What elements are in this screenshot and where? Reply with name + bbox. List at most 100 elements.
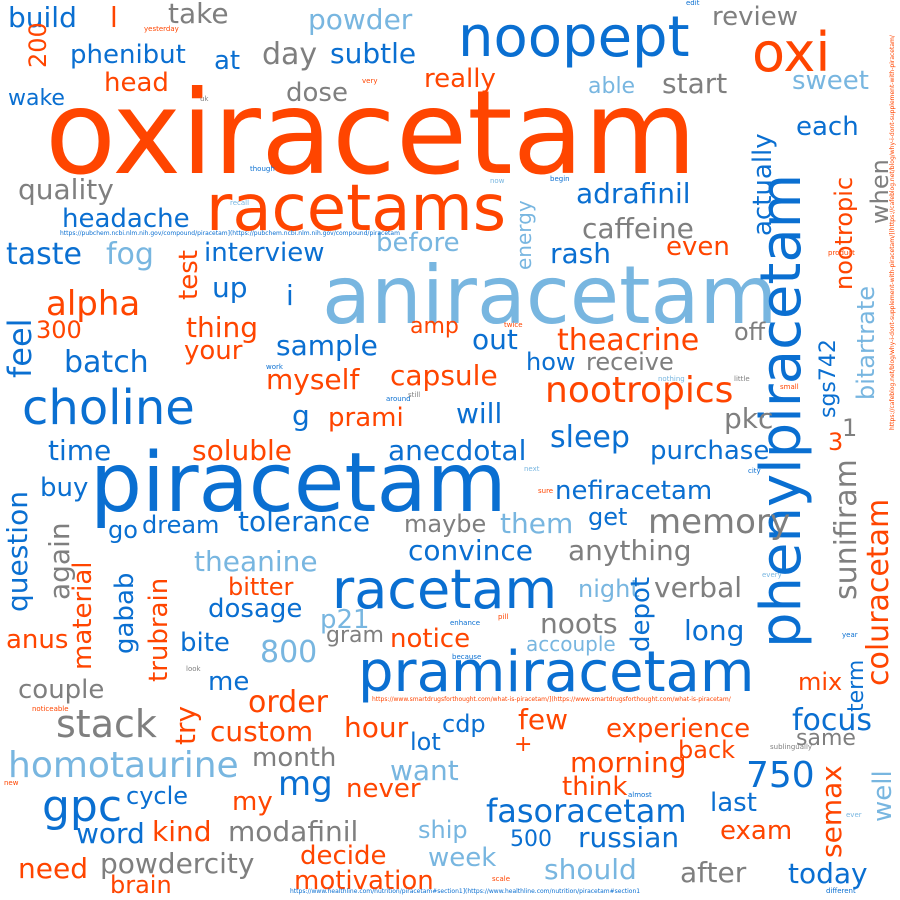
word-headache: headache: [62, 204, 190, 234]
word-powder: powder: [308, 3, 413, 36]
word-off: off: [734, 318, 766, 346]
word-kind: kind: [152, 815, 212, 848]
word-3: 3: [828, 428, 844, 456]
word-yesterday: yesterday: [144, 25, 179, 33]
word-l: l: [110, 1, 118, 34]
word-subtle: subtle: [330, 37, 417, 70]
word-gabab: gabab: [110, 572, 140, 654]
word-taste: taste: [6, 237, 82, 272]
word-noopept: noopept: [458, 5, 690, 70]
word-modafinil: modafinil: [228, 815, 359, 848]
word-at: at: [214, 46, 241, 76]
word-mg: mg: [278, 764, 333, 804]
word-noots: noots: [540, 607, 618, 640]
word-small: small: [780, 383, 799, 391]
word-enhance: enhance: [450, 619, 481, 627]
word-coluracetam: coluracetam: [861, 498, 896, 686]
word-bite: bite: [180, 628, 230, 658]
word-convince: convince: [408, 534, 533, 567]
word-dosage: dosage: [208, 594, 303, 624]
word-nootropic: nootropic: [830, 176, 858, 290]
word-noticeable: noticeable: [32, 705, 69, 713]
word-stack: stack: [56, 702, 157, 746]
word-review: review: [712, 2, 798, 32]
url-cafeblog: https://cafeblog.net/blog/why-i-dont-sup…: [889, 35, 896, 430]
url-healthline: https://www.healthline.com/nutrition/pir…: [290, 888, 641, 895]
word-750: 750: [746, 755, 815, 796]
word-theanine: theanine: [194, 545, 318, 578]
word-maybe: maybe: [404, 510, 487, 538]
word-theacrine: theacrine: [557, 323, 700, 358]
word-think: think: [562, 772, 628, 802]
word-couple: couple: [18, 675, 105, 705]
word-because: because: [452, 653, 482, 661]
word-almost: almost: [628, 791, 652, 799]
word-fasoracetam: fasoracetam: [486, 792, 687, 830]
word-prami: prami: [328, 403, 404, 433]
word-scale: scale: [492, 875, 511, 883]
word-before: before: [376, 228, 460, 258]
word-memory: memory: [648, 502, 791, 542]
word-alpha: alpha: [46, 284, 141, 324]
word-powdercity: powdercity: [100, 847, 255, 880]
word-dream: dream: [142, 511, 220, 539]
word-depot: depot: [626, 576, 656, 652]
word-1: 1: [842, 414, 858, 442]
word-want: want: [390, 754, 459, 787]
word-amp: amp: [410, 314, 459, 339]
word-myself: myself: [266, 363, 360, 396]
word-gpc: gpc: [42, 781, 123, 832]
word-need: need: [18, 852, 88, 885]
word-200: 200: [24, 22, 52, 68]
word-pkc: pkc: [724, 402, 774, 435]
word-fog: fog: [106, 237, 154, 272]
word-decide: decide: [300, 841, 387, 871]
word-test: test: [174, 250, 204, 300]
word-nefiracetam: nefiracetam: [555, 476, 713, 506]
word-receive: receive: [586, 348, 674, 376]
word-actually: actually: [748, 133, 778, 236]
word-mix: mix: [798, 668, 843, 696]
word-batch: batch: [64, 345, 149, 380]
word-out: out: [472, 323, 518, 356]
word-anecdotal: anecdotal: [388, 434, 527, 467]
word-wake: wake: [8, 86, 65, 111]
word-phenibut: phenibut: [70, 40, 186, 70]
word-tolerance: tolerance: [238, 505, 371, 538]
word-ship: ship: [418, 816, 468, 844]
word-question: question: [1, 491, 34, 612]
word-sure: sure: [538, 487, 554, 495]
word-sunifiram: sunifiram: [829, 459, 864, 600]
word-800: 800: [260, 635, 318, 670]
word-g: g: [292, 399, 310, 432]
word-morning: morning: [570, 746, 687, 779]
word-get: get: [588, 503, 628, 531]
word-purchase: purchase: [650, 436, 770, 466]
word-piracetam: piracetam: [90, 436, 507, 531]
word-new: new: [4, 779, 19, 787]
word-each: each: [796, 112, 859, 142]
word-product: product: [828, 249, 855, 257]
word-aniracetam: aniracetam: [322, 249, 778, 342]
word-different: different: [826, 887, 856, 895]
word-look: look: [186, 665, 201, 673]
word-able: able: [588, 74, 636, 99]
word-will: will: [456, 397, 503, 430]
word-how: how: [526, 348, 576, 376]
word-trubrain: trubrain: [144, 577, 174, 682]
word-after: after: [680, 856, 747, 889]
word-day: day: [262, 37, 318, 72]
word-feel: feel: [1, 318, 39, 378]
word-sample: sample: [276, 329, 378, 362]
word-gram: gram: [326, 623, 384, 648]
word-buy: buy: [40, 473, 89, 503]
word-i: i: [286, 279, 294, 312]
word-begin: begin: [550, 175, 570, 183]
word-little: little: [734, 375, 750, 383]
word-uk: uk: [200, 95, 209, 103]
word-anything: anything: [568, 534, 692, 567]
word-today: today: [788, 857, 868, 890]
word-them: them: [500, 507, 574, 540]
word-russian: russian: [578, 821, 680, 854]
word-now: now: [490, 177, 505, 185]
